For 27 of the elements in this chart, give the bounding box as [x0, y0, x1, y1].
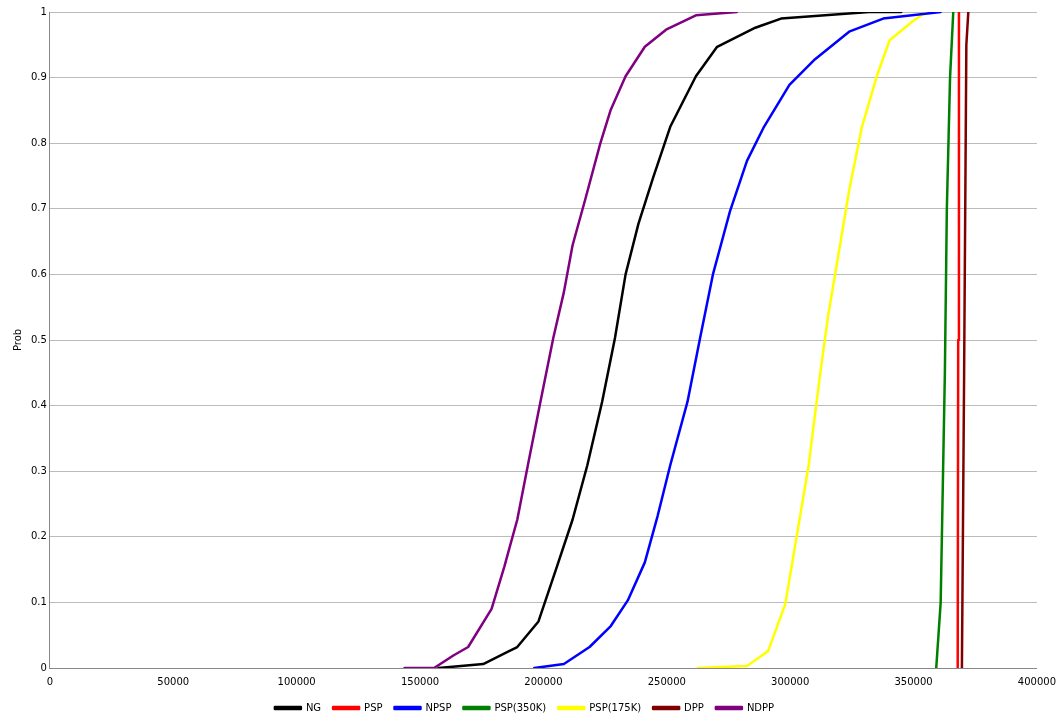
y-tick-label: 0.1 — [31, 595, 47, 607]
y-tick-label: 0.7 — [31, 202, 47, 214]
y-tick-label: 0.8 — [31, 136, 47, 148]
legend-label: PSP(175K) — [589, 701, 642, 713]
x-tick-label: 100000 — [277, 675, 316, 687]
y-axis-title: Prob — [11, 328, 23, 352]
legend-label: PSP — [364, 701, 383, 713]
y-tick-label: 0.3 — [31, 464, 47, 476]
x-tick-label: 350000 — [894, 675, 933, 687]
x-tick-label: 250000 — [647, 675, 686, 687]
legend-label: NG — [305, 701, 322, 713]
x-tick-label: 200000 — [524, 675, 563, 687]
y-tick-label: 0 — [40, 661, 47, 673]
y-tick-label: 0.5 — [31, 333, 47, 345]
legend-label: NDPP — [746, 701, 775, 713]
y-tick-label: 0.9 — [31, 71, 47, 83]
y-tick-label: 1 — [40, 5, 47, 17]
legend-label: DPP — [684, 701, 704, 713]
y-tick-label: 0.2 — [31, 530, 47, 542]
x-tick-label: 400000 — [1017, 675, 1057, 687]
x-tick-label: 150000 — [400, 675, 440, 687]
legend-label: NPSP — [425, 701, 452, 713]
x-tick-label: 50000 — [157, 675, 190, 687]
y-tick-label: 0.4 — [31, 399, 47, 411]
legend-label: PSP(350K) — [494, 701, 547, 713]
y-tick-label: 0.6 — [31, 267, 47, 279]
x-tick-label: 300000 — [771, 675, 810, 687]
